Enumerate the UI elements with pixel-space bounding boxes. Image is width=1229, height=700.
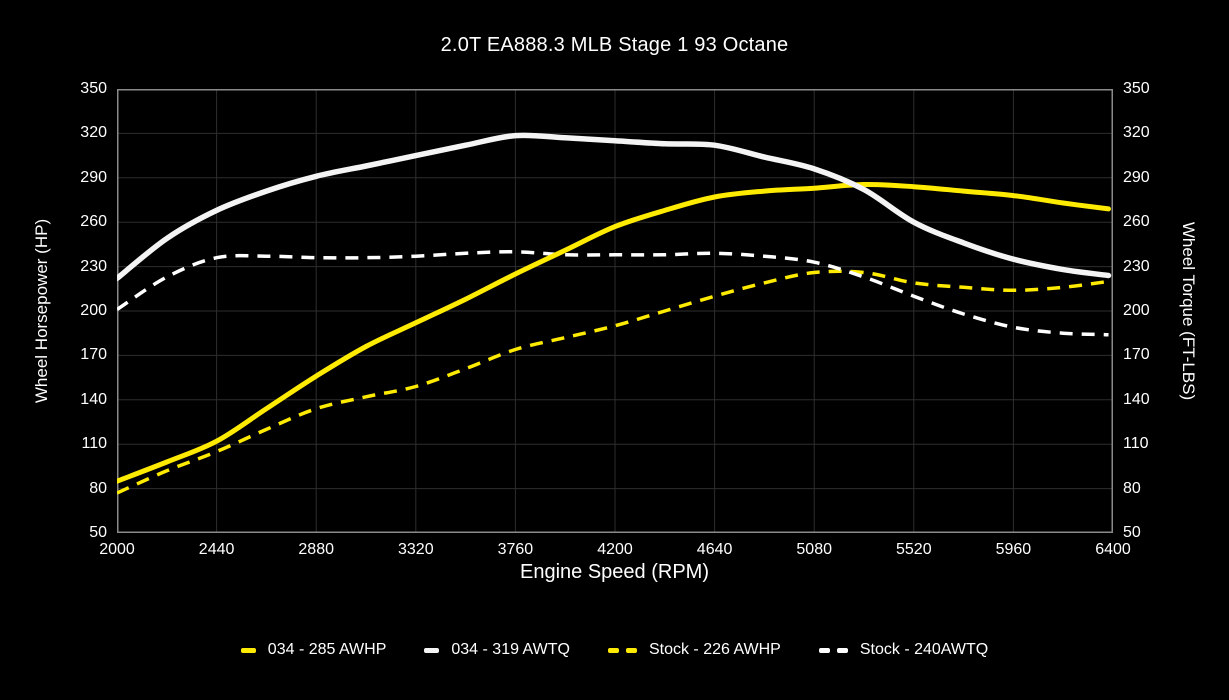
legend-dash-icon [240,647,256,653]
legend-item: 034 - 285 AWHP [240,641,387,659]
legend-item: 034 - 319 AWTQ [424,641,570,659]
legend-item: Stock - 226 AWHP [607,641,781,659]
y-tick-label-right: 140 [1123,390,1150,408]
series-line-2 [117,132,1112,282]
x-tick-label: 5080 [796,541,832,558]
legend-marker [607,647,637,653]
x-tick-label: 3320 [398,541,434,558]
y-tick-label-left: 110 [81,435,107,453]
series-line-4 [117,250,1109,337]
legend-item: Stock - 240AWTQ [818,641,989,659]
y-tick-label-right: 320 [1123,124,1150,142]
y-tick-label-right: 110 [1123,435,1149,453]
x-axis-ticks: 2000 2440 2880 3320 3760 4200 4640 5080 5520 5960… [99,541,1131,561]
y-axis-ticks-right: 350 320 290 260 230 200 170 140 110 80 50 [1123,80,1203,541]
legend-dash-icon [836,647,848,653]
legend-marker [424,647,440,653]
y-tick-label-left: 170 [80,346,107,364]
x-tick-label: 4200 [597,541,633,558]
y-tick-label-right: 350 [1123,80,1150,97]
legend-dash-icon [607,647,619,653]
legend-marker [240,647,256,653]
plot-border [117,89,1113,533]
x-tick-label: 6400 [1095,541,1131,558]
chart-title: 2.0T EA888.3 MLB Stage 1 93 Octane [440,34,789,56]
series-line-1 [117,181,1111,484]
y-tick-label-right: 290 [1123,168,1150,186]
y-tick-label-left: 50 [89,524,107,541]
legend-label: 034 - 319 AWTQ [451,641,570,658]
x-tick-label: 3760 [497,541,534,558]
y-tick-label-right: 230 [1123,257,1150,275]
y-tick-label-left: 350 [80,80,107,97]
x-tick-label: 2880 [298,541,334,558]
legend-marker [818,647,848,653]
y-tick-label-left: 260 [80,213,107,231]
x-tick-label: 5520 [896,541,932,558]
legend-dash-icon [424,647,440,653]
y-tick-label-right: 260 [1123,213,1150,231]
y-axis-ticks-left: 350 320 290 260 230 200 170 140 110 80 50 [0,80,107,541]
y-tick-label-left: 200 [80,302,107,319]
legend: 034 - 285 AWHP 034 - 319 AWTQ Stock - 226 … [0,641,1229,659]
y-tick-label-right: 170 [1123,346,1150,364]
y-tick-label-right: 80 [1123,479,1141,497]
x-tick-label: 4640 [696,541,733,558]
series-line-3 [117,269,1109,495]
y-tick-label-right: 200 [1123,302,1150,319]
y-tick-label-right: 50 [1123,524,1141,541]
y-tick-label-left: 230 [80,257,107,275]
legend-label: Stock - 226 AWHP [648,641,781,658]
legend-label: Stock - 240AWTQ [859,641,989,658]
plot-area [117,89,1113,533]
x-tick-label: 2440 [198,541,235,558]
y-tick-label-left: 290 [80,168,107,186]
x-tick-label: 2000 [99,541,135,558]
x-axis-label: Engine Speed (RPM) [520,561,709,583]
y-tick-label-left: 140 [80,390,107,408]
legend-label: 034 - 285 AWHP [267,641,387,658]
legend-dash-icon [625,647,637,653]
legend-dash-icon [818,647,830,653]
x-tick-label: 5960 [995,541,1032,558]
y-tick-label-left: 320 [80,124,107,142]
y-tick-label-left: 80 [89,479,107,497]
